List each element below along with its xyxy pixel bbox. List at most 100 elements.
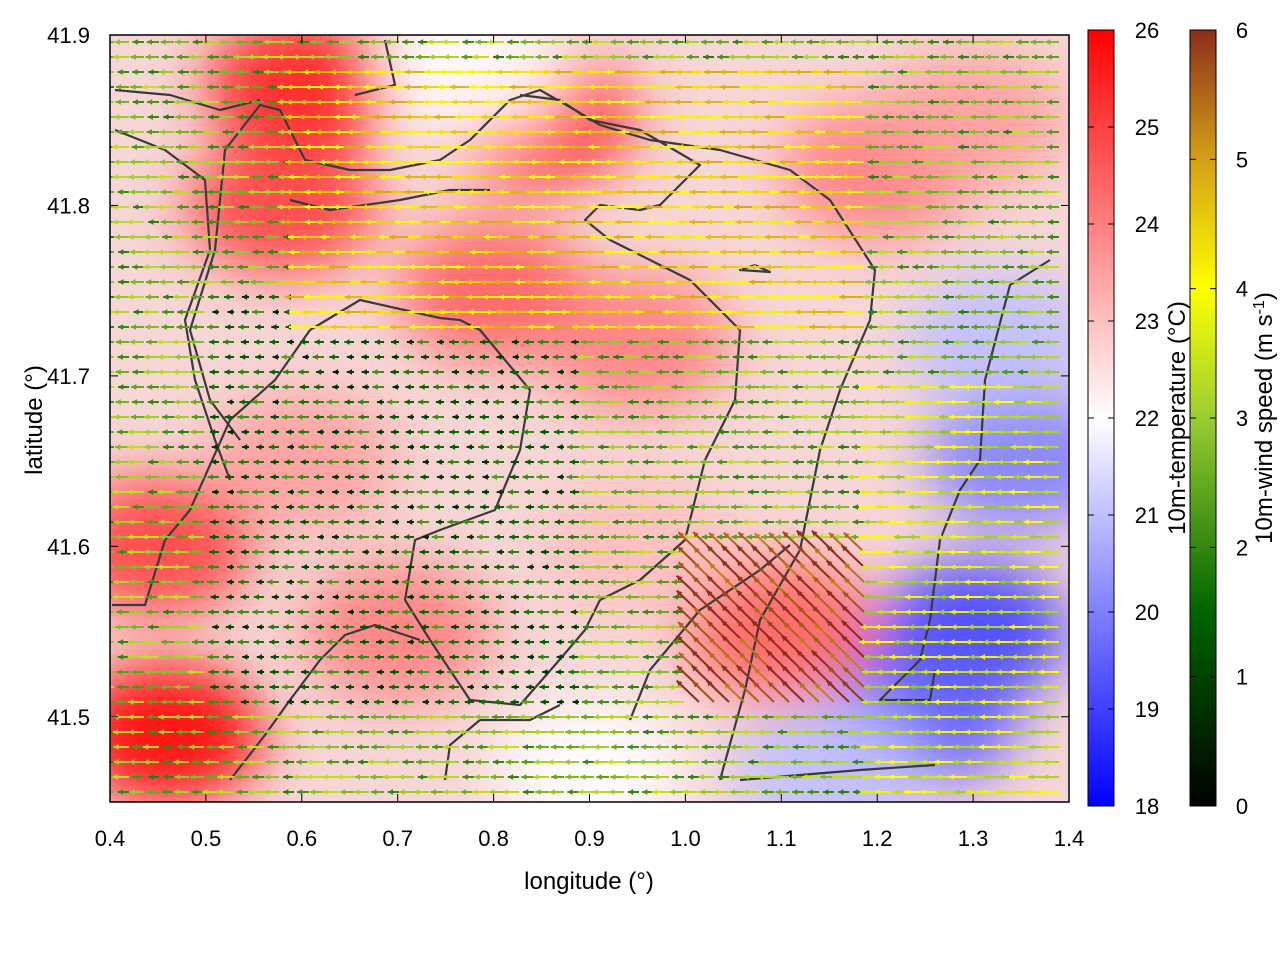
wind-arrow (894, 129, 909, 135)
wind-arrow-head (955, 84, 961, 90)
wind-arrow (132, 39, 144, 45)
wind-arrow-head (615, 144, 622, 150)
wind-arrow-head (644, 204, 650, 210)
wind-arrow (894, 99, 909, 105)
wind-arrow (862, 204, 879, 210)
wind-arrow-head (799, 144, 805, 150)
wind-arrow (236, 99, 249, 105)
wind-arrow-head (404, 84, 410, 90)
wind-arrow-head (519, 54, 525, 60)
wind-arrow-head (520, 39, 526, 45)
wind-arrow-head (409, 204, 416, 210)
wind-arrow-head (290, 144, 296, 150)
wind-arrow-head (938, 159, 945, 165)
wind-arrow-head (678, 144, 684, 150)
wind-arrow-head (466, 204, 472, 210)
wind-arrow-head (862, 99, 868, 105)
wind-arrow (958, 144, 969, 150)
wind-arrow (235, 129, 249, 135)
wind-arrow-head (117, 69, 123, 75)
wind-arrow-head (220, 189, 226, 195)
wind-arrow (868, 174, 879, 180)
wind-arrow-head (1000, 69, 1006, 75)
wind-arrow-head (421, 114, 427, 120)
wind-arrow-head (401, 54, 408, 60)
wind-arrow-head (867, 159, 873, 165)
wind-arrow-head (588, 189, 594, 195)
wind-arrow-head (262, 54, 268, 60)
wind-arrow (848, 39, 864, 45)
wind-arrow-head (499, 114, 506, 120)
wind-arrow-head (648, 219, 654, 225)
wind-arrow-head (101, 249, 106, 255)
wind-arrow-head (779, 189, 786, 195)
wind-arrow (956, 189, 969, 195)
wind-arrow (562, 54, 579, 60)
wind-arrow (549, 39, 564, 45)
wind-arrow-head (892, 219, 898, 225)
wind-arrow-head (1045, 39, 1051, 45)
wind-arrow-head (177, 69, 183, 75)
wind-arrow (1002, 54, 1014, 60)
wind-arrow-head (554, 219, 560, 225)
wind-arrow (1045, 39, 1059, 45)
wind-arrow (110, 161, 114, 163)
wind-arrow-head (761, 39, 768, 45)
wind-arrow-head (925, 129, 931, 135)
wind-arrow-head (512, 219, 518, 225)
wind-arrow-head (390, 189, 397, 195)
wind-arrow-head (642, 54, 648, 60)
wind-arrow-head (333, 189, 339, 195)
wind-arrow-head (175, 144, 182, 150)
wind-arrow-head (346, 69, 352, 75)
wind-arrow-head (1029, 99, 1035, 105)
wind-arrow-head (559, 159, 565, 165)
wind-arrow (462, 39, 474, 45)
wind-arrow-head (279, 219, 285, 225)
wind-arrow (971, 54, 984, 60)
wind-arrow-head (133, 204, 139, 210)
wind-arrow-head (1001, 204, 1008, 210)
wind-arrow (143, 174, 159, 180)
wind-arrow-head (148, 69, 154, 75)
wind-arrow-head (769, 159, 775, 165)
wind-arrow-head (315, 189, 321, 195)
wind-arrow (234, 84, 249, 90)
wind-arrow-head (190, 129, 196, 135)
wind-arrow-head (529, 219, 535, 225)
wind-arrow-head (735, 219, 741, 225)
wind-arrow-head (733, 204, 740, 210)
wind-arrow (402, 39, 414, 45)
wind-arrow (911, 174, 924, 180)
wind-arrow-head (207, 84, 213, 90)
wind-arrow-head (208, 204, 214, 210)
wind-arrow (953, 114, 969, 120)
wind-arrow-head (749, 144, 755, 150)
wind-arrow-head (911, 174, 917, 180)
wind-arrow-head (207, 69, 213, 75)
wind-arrow-head (927, 99, 934, 105)
wind-arrow-head (364, 99, 370, 105)
wind-arrow-head (285, 129, 292, 135)
wind-arrow-head (844, 189, 850, 195)
wind-arrow-head (394, 69, 400, 75)
wind-arrow-head (468, 114, 474, 120)
wind-arrow-head (112, 219, 118, 225)
wind-arrow (877, 189, 894, 195)
wind-arrow (1028, 174, 1044, 180)
wind-arrow (987, 174, 999, 180)
wind-arrow (732, 39, 744, 45)
wind-arrow-head (143, 144, 149, 150)
wind-arrow (220, 69, 234, 75)
wind-arrow (129, 189, 144, 195)
wind-arrow (159, 159, 174, 165)
wind-arrow-head (674, 99, 680, 105)
wind-arrow-head (103, 234, 108, 240)
wind-arrow-head (233, 54, 239, 60)
wind-arrow-head (708, 114, 714, 120)
wind-arrow (997, 39, 1014, 45)
wind-arrow (879, 54, 894, 60)
wind-arrow-head (602, 219, 609, 225)
wind-arrow (925, 114, 939, 120)
wind-arrow (862, 99, 879, 105)
